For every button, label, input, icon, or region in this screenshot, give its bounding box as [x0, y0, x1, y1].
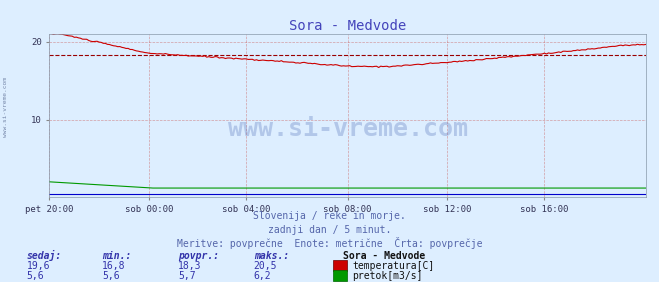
Text: 5,7: 5,7	[178, 271, 196, 281]
Text: Meritve: povprečne  Enote: metrične  Črta: povprečje: Meritve: povprečne Enote: metrične Črta:…	[177, 237, 482, 249]
Text: 5,6: 5,6	[102, 271, 120, 281]
Text: temperatura[C]: temperatura[C]	[353, 261, 435, 271]
Text: povpr.:: povpr.:	[178, 252, 219, 261]
Text: maks.:: maks.:	[254, 252, 289, 261]
Text: Slovenija / reke in morje.: Slovenija / reke in morje.	[253, 211, 406, 221]
Text: 20,5: 20,5	[254, 261, 277, 271]
Text: Sora - Medvode: Sora - Medvode	[343, 252, 425, 261]
Text: 16,8: 16,8	[102, 261, 126, 271]
Text: 19,6: 19,6	[26, 261, 50, 271]
Text: zadnji dan / 5 minut.: zadnji dan / 5 minut.	[268, 225, 391, 235]
Text: min.:: min.:	[102, 252, 132, 261]
Title: Sora - Medvode: Sora - Medvode	[289, 19, 406, 33]
Text: pretok[m3/s]: pretok[m3/s]	[353, 271, 423, 281]
Text: sedaj:: sedaj:	[26, 250, 61, 261]
Text: 5,6: 5,6	[26, 271, 44, 281]
Text: 6,2: 6,2	[254, 271, 272, 281]
Text: www.si-vreme.com: www.si-vreme.com	[3, 77, 8, 137]
Text: 18,3: 18,3	[178, 261, 202, 271]
Text: www.si-vreme.com: www.si-vreme.com	[227, 117, 468, 141]
